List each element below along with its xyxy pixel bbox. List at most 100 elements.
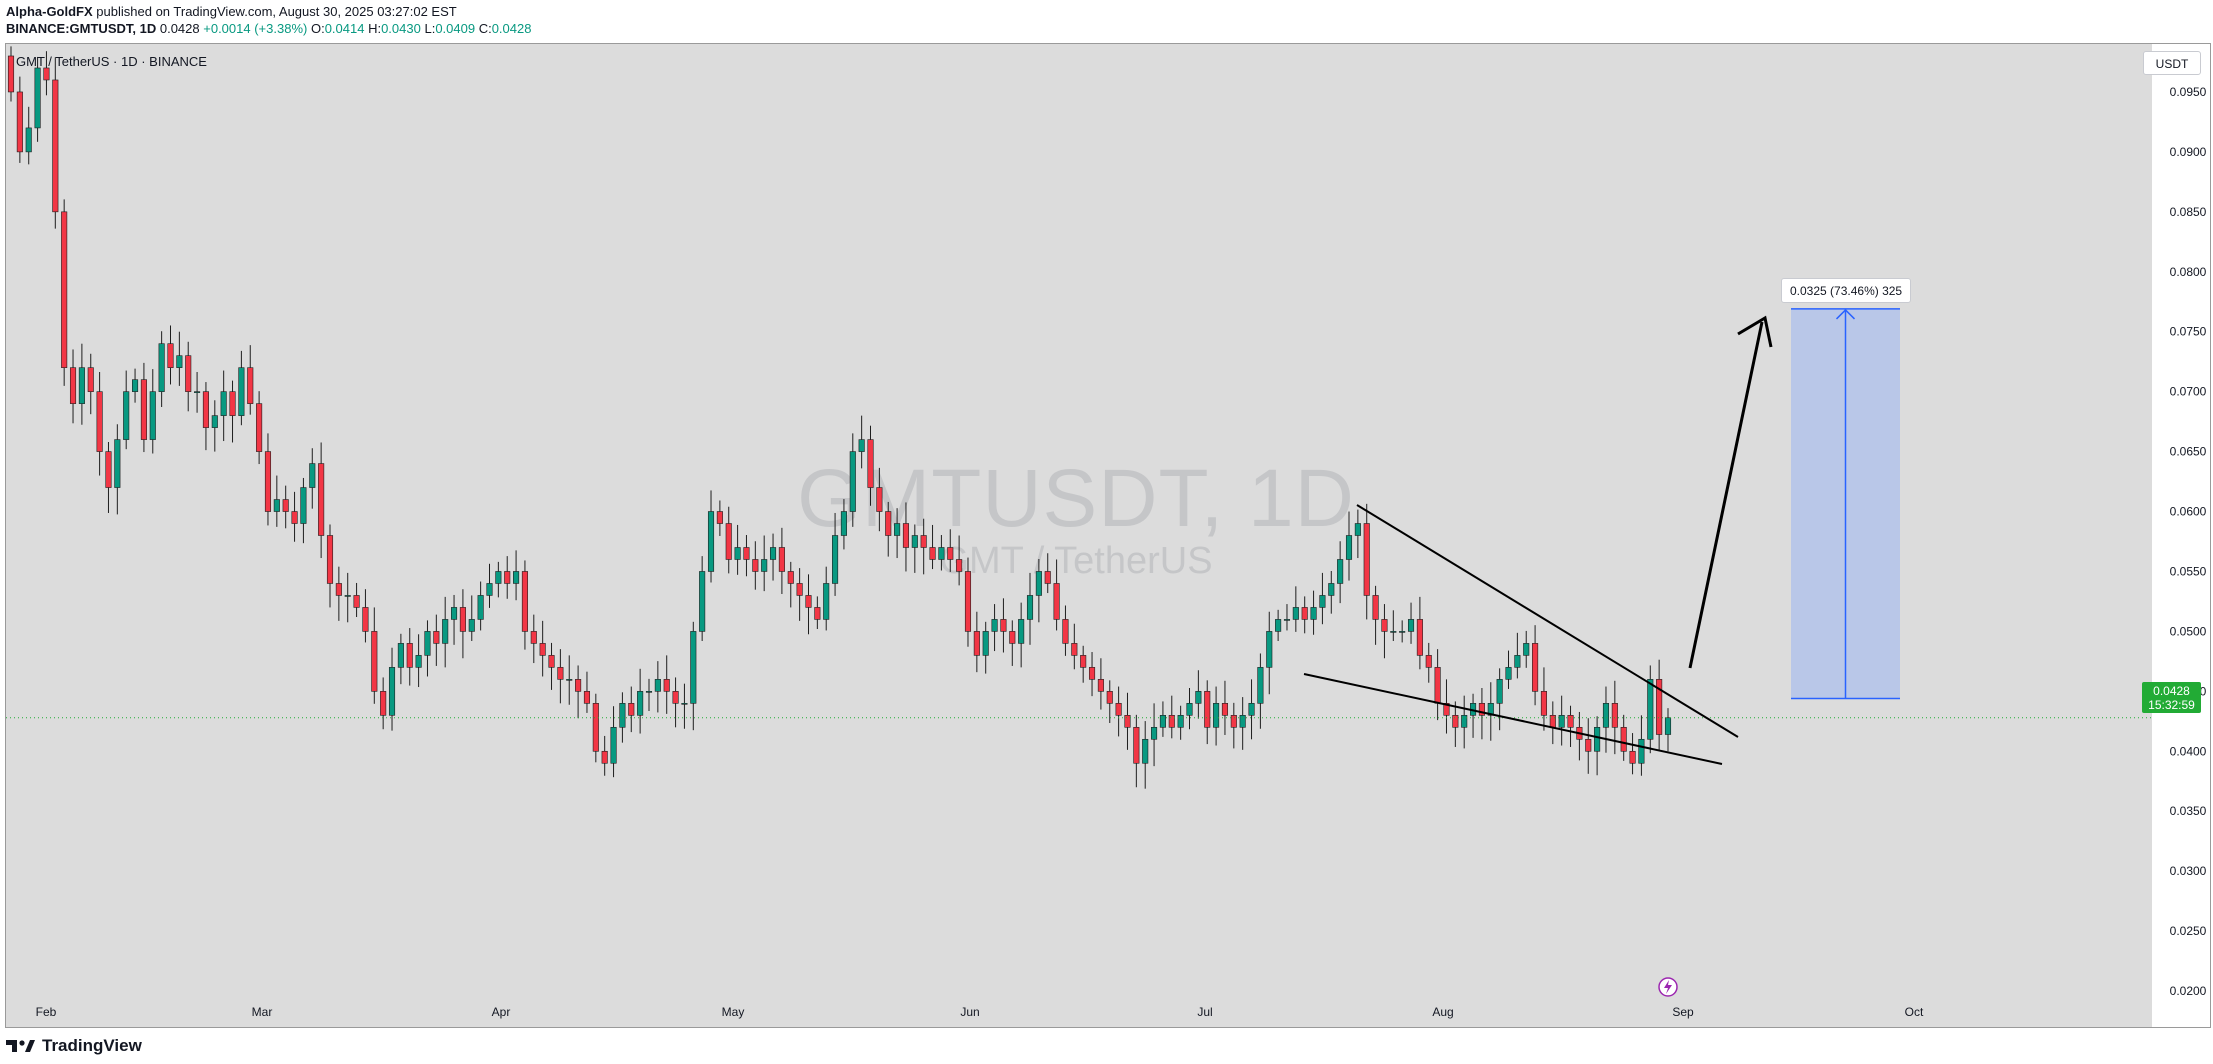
candle-body xyxy=(211,415,218,428)
candle xyxy=(114,424,121,515)
candle xyxy=(362,589,369,643)
candle xyxy=(716,500,723,536)
candle xyxy=(557,649,564,704)
candle xyxy=(725,506,732,574)
candle-body xyxy=(1434,667,1441,704)
candle xyxy=(415,634,422,688)
candle-body xyxy=(1540,691,1547,716)
x-tick-label: Aug xyxy=(1432,1005,1453,1019)
candle xyxy=(539,620,546,677)
candle-body xyxy=(752,559,759,572)
candle-body xyxy=(1275,619,1282,632)
candle xyxy=(1018,602,1025,668)
candle xyxy=(459,589,466,659)
candle xyxy=(256,391,263,465)
candle xyxy=(309,448,316,509)
candle-body xyxy=(1647,679,1654,740)
candle-body xyxy=(256,403,263,452)
candle xyxy=(1576,711,1583,761)
candle xyxy=(1186,687,1193,730)
candle xyxy=(1390,610,1397,641)
candle-body xyxy=(1115,703,1122,716)
footer-brand[interactable]: TradingView xyxy=(6,1035,142,1057)
candle xyxy=(140,362,147,453)
currency-button[interactable]: USDT xyxy=(2143,51,2201,75)
candle-body xyxy=(725,523,732,560)
candle-body xyxy=(840,511,847,536)
candle-body xyxy=(1106,691,1113,704)
candle xyxy=(1213,686,1220,746)
candle-body xyxy=(264,451,272,512)
publish-info: published on TradingView.com, August 30,… xyxy=(96,4,457,19)
candle-body xyxy=(1416,619,1423,656)
candle-body xyxy=(1505,667,1512,680)
candle-body xyxy=(938,547,945,560)
candle-body xyxy=(1053,583,1060,620)
candle xyxy=(326,524,334,608)
candle-body xyxy=(495,571,502,584)
candle-body xyxy=(7,55,15,93)
y-tick-label: 0.0500 xyxy=(2170,624,2207,638)
candle xyxy=(7,46,15,102)
candle xyxy=(885,501,892,557)
candle-body xyxy=(823,583,830,620)
candle-body xyxy=(787,571,794,584)
candle-body xyxy=(149,391,156,440)
candle xyxy=(778,527,785,595)
candle xyxy=(468,595,475,641)
measure-label[interactable]: 0.0325 (73.46%) 325 xyxy=(1781,278,1912,303)
candle-body xyxy=(1407,619,1415,632)
chart-symbol-title: GMT / TetherUS · 1D · BINANCE xyxy=(16,54,207,69)
candle xyxy=(858,415,865,469)
candle xyxy=(96,371,103,476)
candle xyxy=(938,535,945,571)
candle-body xyxy=(575,679,582,692)
candle-body xyxy=(1478,703,1485,716)
candle-body xyxy=(1558,715,1565,728)
candle-body xyxy=(956,559,963,572)
candle xyxy=(832,512,839,596)
candle-body xyxy=(335,583,342,596)
candle-body xyxy=(1230,715,1237,728)
candle-body xyxy=(388,667,396,716)
candle-body xyxy=(114,439,121,488)
candle xyxy=(1168,695,1175,739)
candle xyxy=(1337,541,1344,604)
candle xyxy=(1461,695,1468,749)
candle xyxy=(344,572,351,623)
candle xyxy=(406,628,413,686)
candle-body xyxy=(185,355,192,392)
candle-body xyxy=(486,583,493,596)
candle-body xyxy=(132,379,139,392)
candle-body xyxy=(1026,595,1034,620)
candle xyxy=(158,331,165,407)
candle-body xyxy=(362,607,369,632)
candle xyxy=(1026,572,1034,645)
lightning-icon xyxy=(1658,977,1678,997)
candle-body xyxy=(1142,738,1149,764)
candle xyxy=(592,693,599,763)
candle-body xyxy=(991,619,998,632)
candle xyxy=(132,368,139,403)
candle-body xyxy=(1000,619,1007,632)
candle-body xyxy=(1443,703,1450,716)
candle-body xyxy=(229,391,236,416)
candle xyxy=(1532,625,1539,706)
candle-body xyxy=(707,511,715,572)
publisher-name[interactable]: Alpha-GoldFX xyxy=(6,4,93,19)
candle xyxy=(1221,680,1228,735)
candle-body xyxy=(530,631,537,644)
high-value: 0.0430 xyxy=(381,21,421,36)
candle-body xyxy=(1292,607,1299,620)
target-arrow-head xyxy=(1737,315,1773,348)
candle xyxy=(123,370,130,450)
candle xyxy=(929,524,936,570)
candle-body xyxy=(1629,750,1636,764)
candle-body xyxy=(973,631,980,656)
candle xyxy=(1195,670,1202,719)
candle-body xyxy=(1611,703,1618,728)
candle-body xyxy=(451,607,458,620)
wedge-lower-line xyxy=(1303,673,1723,765)
candle xyxy=(1204,680,1211,745)
